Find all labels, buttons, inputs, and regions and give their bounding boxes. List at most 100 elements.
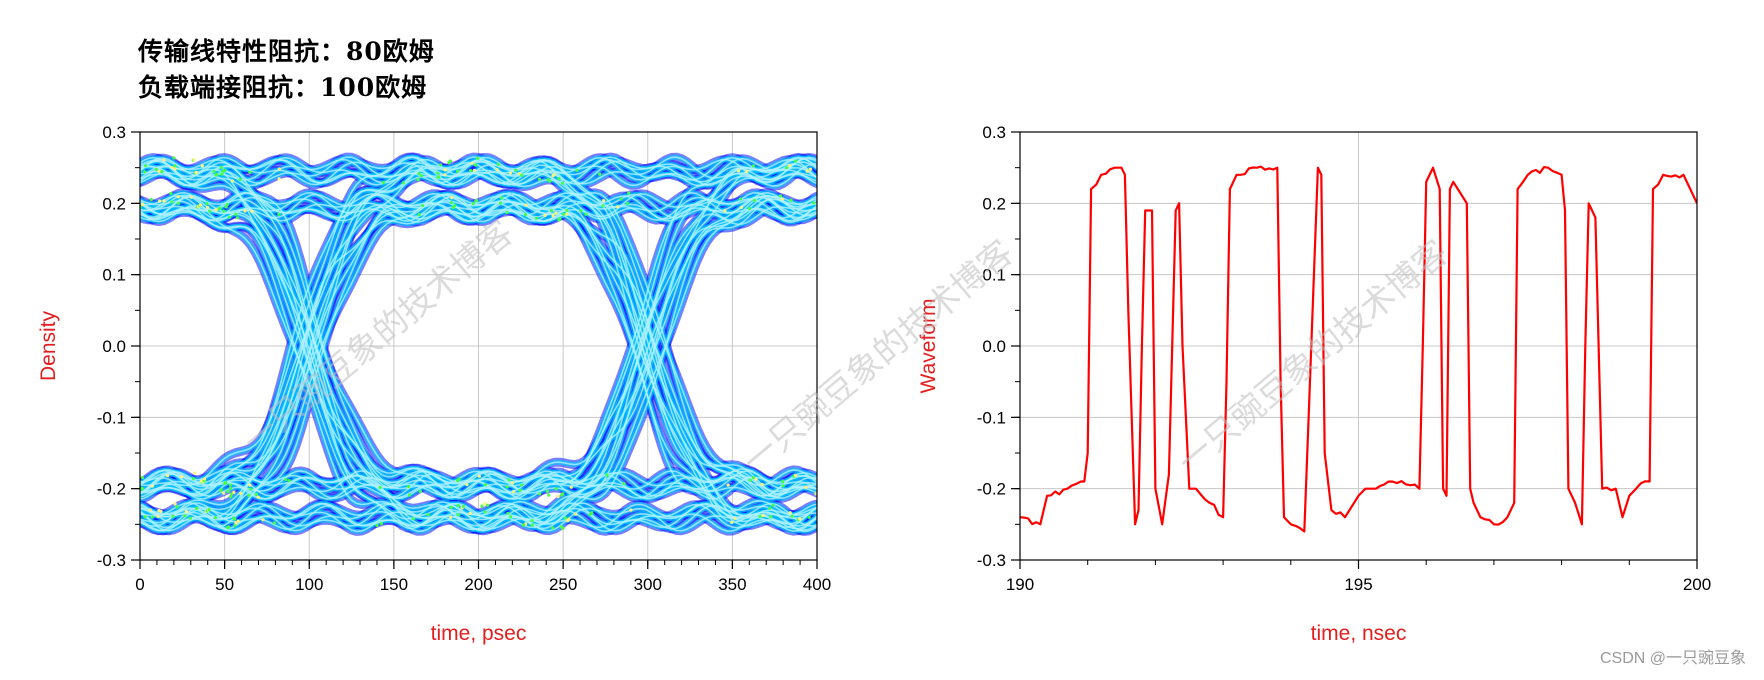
density-dot bbox=[627, 191, 631, 195]
density-dot bbox=[220, 172, 224, 176]
eye-trace bbox=[140, 156, 817, 491]
density-dot bbox=[455, 169, 460, 173]
density-dot bbox=[561, 492, 565, 496]
eye-trace bbox=[140, 193, 817, 532]
density-dot bbox=[205, 201, 209, 206]
density-dot bbox=[175, 505, 179, 509]
density-dot bbox=[381, 180, 385, 185]
density-dot bbox=[172, 156, 176, 160]
density-dot bbox=[619, 197, 623, 201]
y-tick-label: -0.1 bbox=[977, 408, 1006, 427]
x-tick-label: 200 bbox=[464, 575, 492, 594]
density-dot bbox=[227, 525, 231, 529]
density-dot bbox=[166, 474, 170, 478]
density-dot bbox=[234, 521, 238, 525]
density-dot bbox=[745, 169, 749, 173]
density-dot bbox=[476, 156, 480, 160]
y-tick-label: 0.3 bbox=[982, 123, 1006, 142]
eye-trace bbox=[140, 159, 817, 498]
eye-trace bbox=[140, 502, 817, 532]
density-dot bbox=[248, 170, 252, 175]
density-dot bbox=[807, 515, 811, 519]
density-dot bbox=[150, 484, 154, 488]
density-dot bbox=[561, 526, 565, 530]
density-dot bbox=[551, 213, 555, 218]
watermark-text: 一只豌豆象的技术博客 bbox=[735, 233, 1021, 482]
density-dot bbox=[375, 523, 379, 528]
density-dot bbox=[149, 197, 153, 202]
density-dot bbox=[575, 168, 579, 172]
density-dot bbox=[798, 517, 802, 521]
density-dot bbox=[183, 514, 187, 518]
density-dot bbox=[511, 481, 515, 485]
density-dot bbox=[726, 483, 730, 487]
density-dot bbox=[778, 194, 783, 198]
y-tick-label: -0.1 bbox=[97, 408, 126, 427]
density-dot bbox=[228, 494, 233, 499]
y-tick-label: 0.1 bbox=[102, 266, 126, 285]
density-dot bbox=[212, 169, 216, 173]
density-dot bbox=[438, 163, 443, 167]
density-dot bbox=[747, 206, 752, 211]
density-dot bbox=[569, 485, 573, 489]
density-dot bbox=[483, 502, 487, 506]
density-dot bbox=[249, 487, 253, 491]
density-dot bbox=[601, 204, 605, 208]
y-tick-label: 0.0 bbox=[982, 337, 1006, 356]
density-dot bbox=[202, 477, 207, 481]
density-dot bbox=[598, 172, 602, 176]
density-dot bbox=[456, 513, 460, 517]
density-dot bbox=[560, 181, 565, 185]
eye-trace bbox=[140, 195, 817, 532]
eye-traces bbox=[140, 152, 817, 536]
density-dot bbox=[625, 202, 630, 206]
density-dot bbox=[549, 208, 554, 213]
density-dot bbox=[277, 167, 281, 171]
density-dot bbox=[228, 486, 233, 490]
x-axis-label: time, nsec bbox=[1311, 622, 1407, 645]
density-dot bbox=[588, 512, 592, 517]
density-dots bbox=[140, 156, 817, 530]
density-dot bbox=[505, 210, 509, 215]
density-dot bbox=[173, 502, 177, 506]
density-dot bbox=[468, 511, 472, 515]
density-dot bbox=[804, 485, 808, 489]
density-dot bbox=[453, 204, 457, 208]
density-dot bbox=[751, 475, 755, 480]
density-dot bbox=[496, 162, 501, 166]
density-dot bbox=[189, 195, 193, 199]
density-dot bbox=[162, 158, 166, 162]
density-dot bbox=[143, 170, 147, 174]
density-dot bbox=[545, 489, 549, 493]
tick-group: 0 50 100 150 200 250 300 350 400 -0.3 -0.2 -0.1 0.0 0… bbox=[97, 123, 831, 594]
density-dot bbox=[420, 203, 424, 208]
density-dot bbox=[223, 168, 227, 172]
density-dot bbox=[547, 493, 551, 497]
density-dot bbox=[140, 486, 144, 490]
density-dot bbox=[538, 492, 542, 496]
density-dot bbox=[140, 202, 145, 207]
x-tick-label: 190 bbox=[1006, 575, 1034, 594]
density-dot bbox=[169, 191, 173, 196]
density-dot bbox=[261, 518, 265, 522]
density-dot bbox=[247, 493, 251, 497]
density-dot bbox=[771, 503, 775, 507]
density-dot bbox=[505, 485, 509, 489]
density-dot bbox=[554, 211, 558, 215]
density-dot bbox=[468, 168, 473, 173]
density-dot bbox=[520, 173, 524, 177]
density-dot bbox=[584, 212, 588, 216]
density-dot bbox=[808, 167, 813, 171]
density-dot bbox=[567, 517, 571, 521]
density-dot bbox=[565, 212, 569, 216]
density-dot bbox=[814, 492, 817, 496]
x-tick-label: 150 bbox=[380, 575, 408, 594]
x-tick-label: 400 bbox=[803, 575, 831, 594]
density-dot bbox=[760, 482, 764, 487]
density-dot bbox=[483, 510, 487, 514]
density-dot bbox=[477, 474, 481, 478]
density-dot bbox=[222, 209, 226, 213]
density-dot bbox=[232, 490, 236, 495]
density-dot bbox=[228, 483, 233, 487]
density-dot bbox=[206, 205, 210, 210]
